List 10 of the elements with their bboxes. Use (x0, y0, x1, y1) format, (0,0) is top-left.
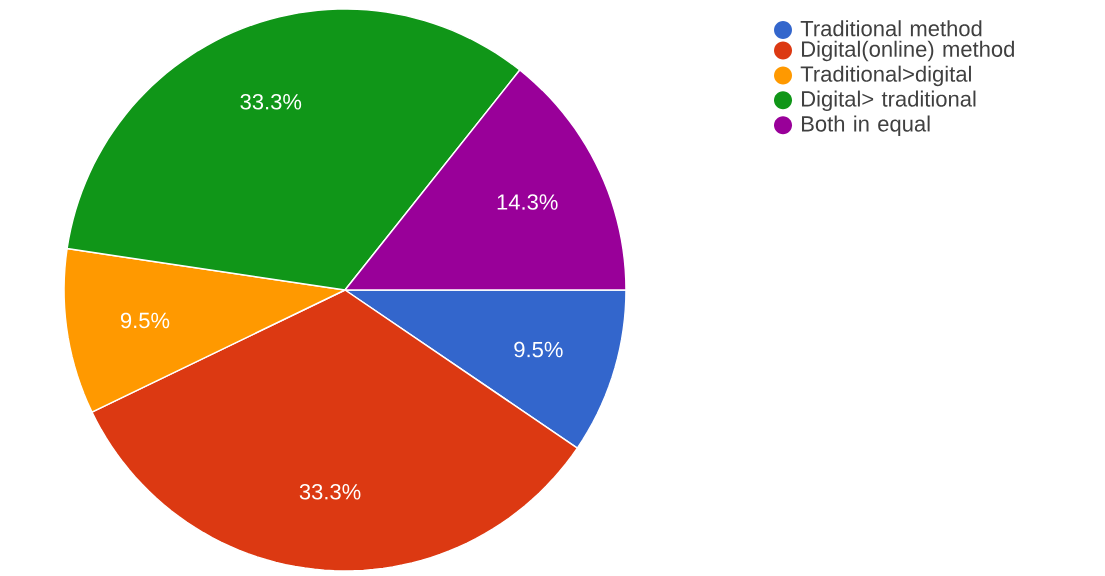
data-label: 33.3% (299, 483, 361, 500)
legend-label: Traditional method (800, 20, 982, 37)
legend-label: Both in equal (802, 115, 930, 136)
legend-label: Traditional>digital (800, 65, 971, 87)
data-label: 33.3% (240, 93, 302, 110)
legend-label: Digital> traditional (802, 90, 976, 112)
data-label: 14.3% (497, 194, 558, 210)
data-label: 9.5% (514, 341, 563, 358)
legend-label: Digital(online) method (802, 40, 1014, 62)
data-label: 9.5% (120, 312, 170, 329)
